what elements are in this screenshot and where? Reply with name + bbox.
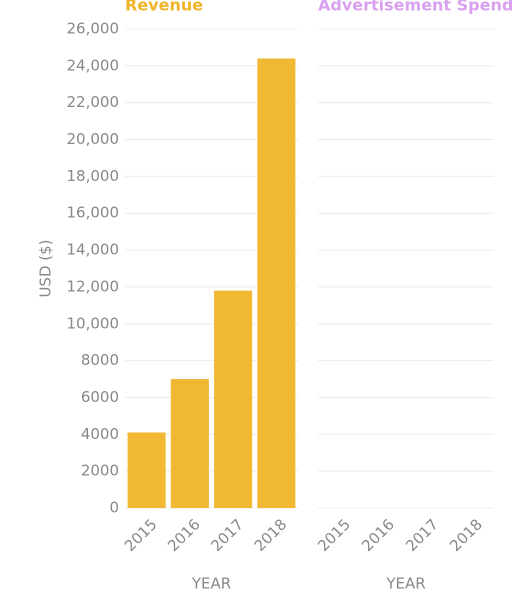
y-tick-label: 2000 [81, 462, 119, 480]
y-tick-label: 10,000 [67, 314, 120, 332]
x-tick-label: 2015 [314, 515, 354, 555]
y-axis-title: USD ($) [37, 239, 55, 297]
chart-title: Revenue [125, 0, 203, 15]
x-tick-label: 2017 [402, 515, 442, 555]
bar [214, 290, 253, 508]
x-tick-label: 2018 [251, 515, 291, 555]
y-tick-label: 14,000 [67, 241, 120, 259]
y-tick-label: 0 [109, 499, 119, 517]
x-tick-label: 2018 [446, 515, 486, 555]
y-tick-label: 4000 [81, 425, 119, 443]
y-tick-label: 22,000 [67, 93, 120, 111]
chart-title: Advertisement Spend [318, 0, 513, 15]
x-tick-label: 2017 [207, 515, 247, 555]
x-axis-title: YEAR [191, 575, 231, 593]
y-tick-label: 12,000 [67, 277, 120, 295]
bar [257, 58, 296, 508]
y-tick-label: 26,000 [67, 20, 120, 38]
y-tick-label: 24,000 [67, 56, 120, 74]
y-tick-label: 20,000 [67, 130, 120, 148]
y-tick-label: 6000 [81, 388, 119, 406]
y-tick-label: 18,000 [67, 167, 120, 185]
x-tick-label: 2015 [121, 515, 161, 555]
bar [170, 379, 209, 508]
bar [127, 432, 166, 508]
y-tick-label: 16,000 [67, 204, 120, 222]
y-tick-label: 8000 [81, 351, 119, 369]
x-tick-label: 2016 [164, 515, 204, 555]
x-tick-label: 2016 [358, 515, 398, 555]
x-axis-title: YEAR [385, 575, 425, 593]
